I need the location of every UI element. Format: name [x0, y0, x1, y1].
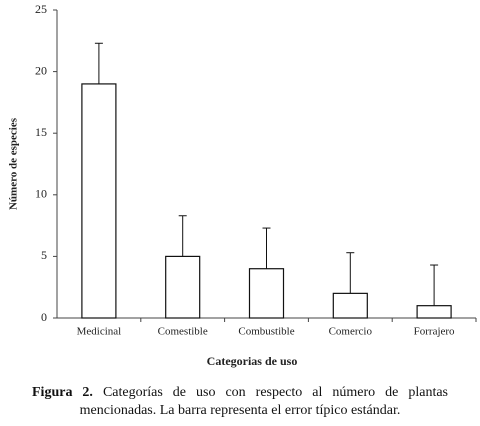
bar: [332, 292, 368, 319]
y-tick-label: 20: [35, 63, 47, 77]
x-axis-label: Categorias de uso: [207, 354, 298, 368]
x-tick-label: Comercio: [329, 326, 373, 338]
caption-text: Categorías de uso con respecto al número…: [79, 385, 448, 418]
x-tick-label: Comestible: [158, 326, 208, 338]
x-tick-label: Medicinal: [77, 326, 122, 338]
y-tick-label: 15: [35, 125, 47, 139]
bar: [165, 255, 201, 319]
y-tick-label: 25: [35, 2, 47, 16]
y-tick-label: 0: [41, 310, 47, 324]
bar: [248, 268, 285, 319]
y-axis-label: Número de especies: [8, 117, 20, 210]
y-tick-label: 10: [35, 187, 47, 201]
x-tick-label: Forrajero: [414, 326, 455, 338]
caption: Figura 2. Categorías de uso con respecto…: [32, 384, 448, 420]
x-tick-label: Combustible: [238, 326, 294, 338]
bar: [416, 305, 452, 319]
bar: [81, 83, 117, 319]
chart: Número de especies Categorias de uso 0 5 1…: [8, 2, 477, 368]
y-tick-label: 5: [41, 248, 47, 262]
caption-label: Figura 2.: [32, 385, 93, 400]
